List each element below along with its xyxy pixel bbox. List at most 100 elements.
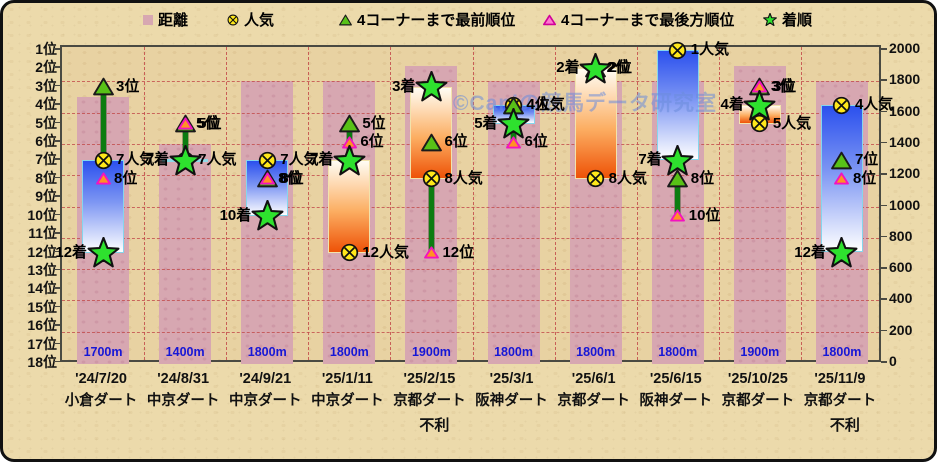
popularity-label: 7人気 xyxy=(280,151,319,169)
corner-position-line xyxy=(428,178,434,253)
front-position-label: 3位 xyxy=(116,77,140,95)
y-axis-right-tick xyxy=(881,329,887,332)
y-axis-left-label: 10位 xyxy=(27,206,57,223)
front-position-triangle-icon xyxy=(421,133,442,152)
rear-position-label: 8位 xyxy=(278,169,302,187)
rear-position-label: 6位 xyxy=(360,133,384,151)
rear-position-label: 5位 xyxy=(196,114,220,132)
grid-line-vertical xyxy=(554,47,556,360)
race-note-label: 不利 xyxy=(419,417,450,434)
y-axis-right-tick xyxy=(881,173,887,175)
grid-line-vertical xyxy=(226,47,228,360)
popularity-circle-icon xyxy=(586,169,605,188)
y-axis-left-tick xyxy=(54,140,60,142)
chart-legend: 距離 人気 4コーナーまで最前順位 4コーナーまで最後方順位 着順 xyxy=(3,7,934,31)
distance-value-label: 1400m xyxy=(165,345,205,359)
legend-item: 着順 xyxy=(763,9,812,30)
x-axis-track-label: 京都ダート xyxy=(557,393,630,409)
finish-label: 7着 xyxy=(310,151,334,169)
rear-position-label: 10位 xyxy=(688,206,721,224)
y-axis-right-tick xyxy=(881,298,887,300)
corner-position-line xyxy=(182,123,188,161)
position-range-box xyxy=(410,86,453,179)
grid-line-horizontal xyxy=(62,175,879,177)
y-axis-right-tick xyxy=(881,204,887,206)
rear-position-triangle-icon xyxy=(177,117,193,130)
popularity-label: 12人気 xyxy=(362,243,410,261)
y-axis-right-tick xyxy=(881,361,887,363)
popularity-label: 8人気 xyxy=(444,169,483,187)
front-position-triangle-icon xyxy=(92,77,114,96)
watermark: ©Caniの競馬データ研究室 xyxy=(453,92,717,115)
distance-value-label: 1900m xyxy=(740,345,780,359)
rear-position-triangle-icon xyxy=(259,172,275,185)
y-axis-left-tick xyxy=(54,176,60,179)
y-axis-left-tick xyxy=(54,48,60,50)
front-position-label: 5位 xyxy=(198,114,222,132)
x-axis-date-label: '25/6/15 xyxy=(649,371,702,387)
distance-value-label: 1800m xyxy=(494,345,534,359)
finish-label: 12着 xyxy=(794,243,826,261)
popularity-label: 4人気 xyxy=(526,96,565,114)
plot-area: 3位 8位 7人気 12着 1700m 5位 5位 7人気 7着 1400m 8位 8位 7人気 10… xyxy=(55,41,893,364)
popularity-circle-icon xyxy=(340,243,359,262)
y-axis-left-tick xyxy=(54,213,60,216)
y-axis-right-label: 400 xyxy=(889,290,913,307)
legend-triangle-pink-icon xyxy=(543,14,556,26)
rear-position-label: 8位 xyxy=(114,169,138,187)
rear-position-triangle-icon xyxy=(670,209,686,222)
y-axis-left-label: 9位 xyxy=(35,188,57,205)
rear-position-triangle-icon xyxy=(506,136,521,149)
y-axis-right-tick xyxy=(881,235,887,238)
grid-line-vertical xyxy=(472,47,474,360)
x-axis-date-label: '24/7/20 xyxy=(75,371,127,387)
distance-value-label: 1900m xyxy=(411,345,451,359)
x-axis-track-label: 中京ダート xyxy=(311,393,384,409)
y-axis-left-tick xyxy=(54,305,60,308)
finish-label: 2着 xyxy=(556,59,580,77)
x-axis-date-label: '25/11/9 xyxy=(814,371,866,387)
legend-label: 人気 xyxy=(244,12,275,29)
finish-star-icon xyxy=(333,144,366,176)
y-axis-left-tick xyxy=(54,232,60,234)
x-axis-track-label: 京都ダート xyxy=(393,393,466,409)
finish-label: 4着 xyxy=(720,96,744,114)
front-position-triangle-icon xyxy=(667,169,689,188)
x-axis-track-label: 阪神ダート xyxy=(475,393,548,409)
distance-value-label: 1800m xyxy=(329,345,369,359)
y-axis-left-label: 5位 xyxy=(35,114,57,131)
rear-position-triangle-icon xyxy=(834,172,850,185)
y-axis-right-tick xyxy=(881,48,887,50)
distance-value-label: 1800m xyxy=(576,345,616,359)
legend-label: 4コーナーまで最前順位 xyxy=(357,12,516,29)
y-axis-left-label: 11位 xyxy=(28,225,57,242)
front-position-label: 2位 xyxy=(608,59,632,77)
finish-label: 7着 xyxy=(145,151,170,169)
distance-value-label: 1800m xyxy=(658,345,698,359)
grid-line-horizontal xyxy=(62,112,879,114)
legend-circle-x-icon xyxy=(227,14,239,26)
finish-label: 5着 xyxy=(474,114,498,132)
y-axis-left-tick xyxy=(54,66,60,68)
y-axis-left-label: 6位 xyxy=(35,133,57,150)
x-axis-track-label: 京都ダート xyxy=(721,393,795,409)
y-axis-left-tick xyxy=(54,342,60,345)
finish-star-icon xyxy=(169,144,202,176)
finish-label: 3着 xyxy=(392,77,416,95)
finish-label: 7着 xyxy=(638,151,662,169)
popularity-label: 7人気 xyxy=(198,151,237,169)
finish-star-icon xyxy=(87,236,120,268)
popularity-circle-icon xyxy=(422,169,441,188)
finish-star-icon xyxy=(579,52,612,84)
y-axis-right-label: 800 xyxy=(889,227,913,244)
finish-label: 10着 xyxy=(219,206,252,224)
grid-line-vertical xyxy=(800,47,802,360)
y-axis-left-label: 13位 xyxy=(27,261,57,278)
rear-position-label: 2位 xyxy=(606,59,630,77)
grid-line-horizontal xyxy=(62,237,879,239)
x-axis-date-label: '25/2/15 xyxy=(403,371,456,387)
x-axis-track-label: 中京ダート xyxy=(146,393,220,409)
finish-star-icon xyxy=(251,200,284,231)
popularity-label: 1人気 xyxy=(690,41,730,58)
y-axis-right-tick xyxy=(881,267,887,269)
